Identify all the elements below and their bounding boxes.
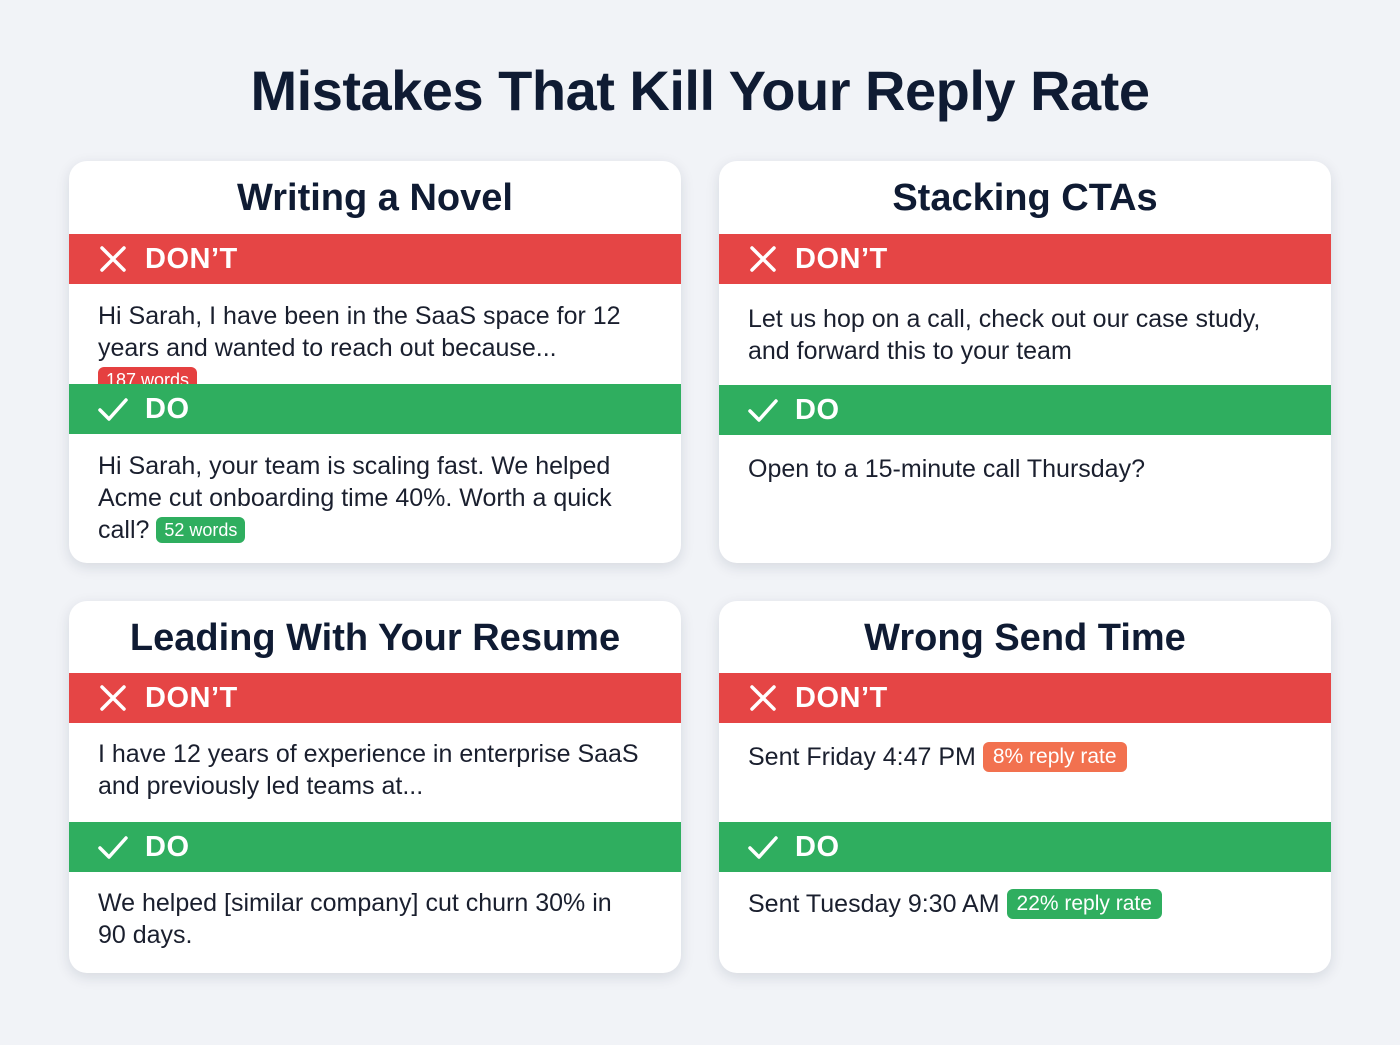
dont-text: Hi Sarah, I have been in the SaaS space … — [98, 302, 621, 362]
card-stacking-ctas: Stacking CTAs DON’T Let us hop on a call… — [719, 161, 1331, 563]
do-example: Sent Tuesday 9:30 AM 22% reply rate — [748, 888, 1307, 920]
x-icon — [100, 246, 126, 272]
do-bar: DO — [719, 822, 1331, 872]
do-label: DO — [795, 393, 840, 426]
dont-example: Sent Friday 4:47 PM 8% reply rate — [748, 741, 1307, 773]
dont-example: Hi Sarah, I have been in the SaaS space … — [98, 300, 657, 396]
dont-label: DON’T — [145, 681, 238, 714]
check-icon — [748, 836, 778, 859]
dont-text: Let us hop on a call, check out our case… — [748, 305, 1261, 365]
card-title: Stacking CTAs — [892, 177, 1158, 219]
x-icon — [750, 246, 776, 272]
x-icon — [750, 685, 776, 711]
do-text: Open to a 15-minute call Thursday? — [748, 455, 1145, 483]
check-icon — [98, 398, 128, 421]
card-title: Leading With Your Resume — [129, 617, 621, 659]
card-title: Writing a Novel — [237, 177, 513, 219]
reply-rate-badge: 22% reply rate — [1006, 889, 1162, 919]
do-label: DO — [145, 830, 190, 863]
do-text: We helped [similar company] cut churn 30… — [98, 889, 612, 949]
card-writing-a-novel: Writing a Novel DON’T Hi Sarah, I have b… — [69, 161, 681, 563]
do-bar: DO — [69, 822, 681, 872]
check-icon — [748, 399, 778, 422]
page-title: Mistakes That Kill Your Reply Rate — [250, 59, 1150, 122]
do-bar: DO — [719, 385, 1331, 435]
dont-label: DON’T — [145, 242, 238, 275]
do-label: DO — [795, 830, 840, 863]
word-count-badge: 52 words — [156, 517, 246, 543]
dont-bar: DON’T — [719, 234, 1331, 284]
do-label: DO — [145, 392, 190, 425]
dont-bar: DON’T — [719, 673, 1331, 723]
check-icon — [98, 836, 128, 859]
do-text: Hi Sarah, your team is scaling fast. We … — [98, 452, 612, 544]
card-leading-with-resume: Leading With Your Resume DON’T I have 12… — [69, 601, 681, 973]
do-text: Sent Tuesday 9:30 AM — [748, 890, 1000, 918]
do-example: Hi Sarah, your team is scaling fast. We … — [98, 450, 657, 546]
dont-text: I have 12 years of experience in enterpr… — [98, 740, 639, 800]
x-icon — [100, 685, 126, 711]
card-wrong-send-time: Wrong Send Time DON’T Sent Friday 4:47 P… — [719, 601, 1331, 973]
dont-label: DON’T — [795, 242, 888, 275]
reply-rate-badge: 8% reply rate — [982, 742, 1127, 772]
do-bar: DO — [69, 384, 681, 434]
dont-label: DON’T — [795, 681, 888, 714]
dont-bar: DON’T — [69, 234, 681, 284]
card-title: Wrong Send Time — [864, 617, 1186, 659]
dont-text: Sent Friday 4:47 PM — [748, 743, 976, 771]
dont-bar: DON’T — [69, 673, 681, 723]
